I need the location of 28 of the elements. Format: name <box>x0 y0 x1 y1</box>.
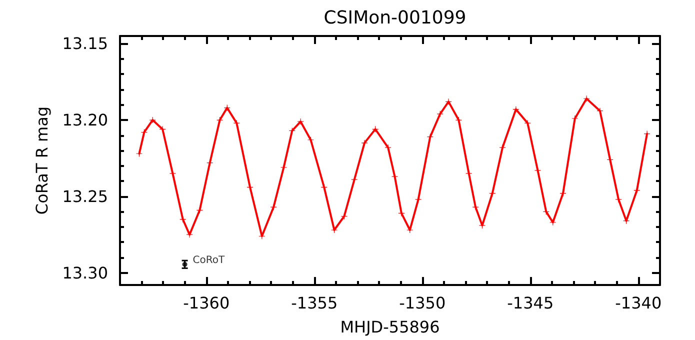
point <box>247 184 254 190</box>
y-tick-label: 13.25 <box>62 186 108 206</box>
x-tick-label: -1340 <box>615 294 662 312</box>
x-tick-label: -1350 <box>399 294 446 312</box>
point <box>362 140 368 146</box>
point <box>406 227 413 234</box>
point <box>392 174 398 180</box>
chart-title: CSIMon-001099 <box>324 8 466 28</box>
x-tick-label: -1345 <box>507 294 554 312</box>
y-tick-label: 13.20 <box>62 110 108 130</box>
y-tick-label: 13.30 <box>62 263 108 282</box>
y-axis-title: CoRaT R mag <box>32 106 52 215</box>
point <box>385 144 392 151</box>
point <box>596 108 603 114</box>
point <box>456 117 462 124</box>
point <box>500 144 506 151</box>
x-tick-label: -1360 <box>183 294 230 312</box>
point <box>150 117 156 124</box>
y-tick-label: 13.15 <box>62 34 108 54</box>
line-series <box>136 96 650 240</box>
annotation: CoRoT <box>192 254 226 266</box>
x-axis-title: MHJD-55896 <box>340 318 440 336</box>
point <box>216 117 223 124</box>
point <box>446 98 452 105</box>
point <box>616 196 622 202</box>
point <box>331 227 338 234</box>
point <box>298 118 304 125</box>
x-tick-label: -1355 <box>291 294 338 312</box>
